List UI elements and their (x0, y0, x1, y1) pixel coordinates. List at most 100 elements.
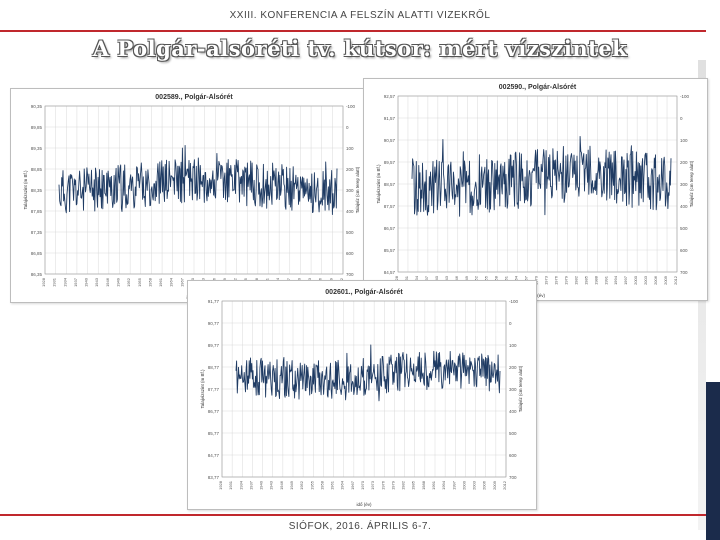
x-tick-label: 1943 (94, 277, 99, 287)
y-tick-label: 87,85 (31, 209, 43, 214)
x-tick-label: 1982 (573, 275, 578, 285)
y2-tick-label: 300 (680, 182, 688, 187)
chart-title: 002601., Polgár-Alsórét (325, 289, 403, 296)
y2-tick-label: 300 (509, 387, 517, 392)
x-tick-label: 1988 (593, 275, 598, 285)
x-tick-label: 1976 (553, 275, 558, 285)
y-tick-label: 88,77 (208, 365, 220, 370)
x-tick-label: 1961 (158, 277, 163, 287)
x-tick-label: 1940 (84, 277, 89, 287)
y-tick-label: 89,77 (208, 343, 220, 348)
y-tick-label: 90,57 (384, 138, 396, 143)
y2-tick-label: 700 (346, 272, 354, 277)
y-axis-label: Talajvízszint (m Bf.) (23, 170, 28, 210)
slide-title: A Polgár-alsóréti tv. kútsor: mért vízsz… (92, 36, 628, 61)
y-tick-label: 88,35 (31, 188, 43, 193)
y-tick-label: 87,35 (31, 230, 43, 235)
y-tick-label: 90,77 (208, 321, 220, 326)
footer-text: SIÓFOK, 2016. ÁPRILIS 6-7. (288, 521, 432, 532)
x-tick-label: 1952 (126, 277, 131, 287)
y2-tick-label: 700 (509, 475, 517, 480)
y-tick-label: 86,77 (208, 409, 220, 414)
y-tick-label: 88,57 (384, 182, 396, 187)
y2-tick-label: -100 (509, 299, 519, 304)
series-line (235, 344, 501, 402)
x-tick-label: 1979 (390, 480, 395, 490)
y2-tick-label: 200 (509, 365, 517, 370)
x-tick-label: 1931 (52, 277, 57, 287)
x-tick-label: 1958 (319, 480, 324, 490)
y2-tick-label: 600 (346, 251, 354, 256)
chart-002601: 002601., Polgár-Alsórét 91,77 90,77 89,77 88… (187, 280, 537, 510)
x-tick-label: 1961 (330, 480, 335, 490)
y-tick-label: 90,35 (31, 104, 43, 109)
x-tick-label: 1952 (299, 480, 304, 490)
y-tick-label: 85,77 (208, 431, 220, 436)
x-tick-label: 2012 (673, 275, 678, 285)
chart-002590-svg: 002590., Polgár-Alsórét 92,57 91,57 90,57 89… (376, 84, 694, 298)
x-axis-label: idő (év) (356, 502, 372, 507)
x-tick-label: 1967 (179, 277, 184, 287)
y2-tick-label: 100 (346, 146, 354, 151)
x-tick-label: 1991 (431, 480, 436, 490)
x-tick-label: 1958 (147, 277, 152, 287)
y2-tick-label: 400 (346, 209, 354, 214)
x-tick-label: 1934 (238, 480, 243, 490)
x-tick-label: 2006 (482, 480, 487, 490)
y2-tick-label: 0 (680, 116, 683, 121)
y-tick-label: 87,57 (384, 204, 396, 209)
x-tick-label: 1937 (248, 480, 253, 490)
y-axis-label: Talajvízszint (m Bf.) (376, 164, 381, 204)
x-tick-label: 1994 (441, 480, 446, 490)
x-axis-label: idő (év) (530, 293, 546, 298)
footer-divider (0, 514, 706, 516)
x-tick-label: 1967 (350, 480, 355, 490)
y-tick-label: 92,57 (384, 94, 396, 99)
y-tick-label: 85,57 (384, 248, 396, 253)
y-tick-label: 86,57 (384, 226, 396, 231)
x-tick-label: 1934 (62, 277, 67, 287)
y-tick-label: 86,85 (31, 251, 43, 256)
x-tick-label: 1955 (137, 277, 142, 287)
y2-tick-label: 400 (509, 409, 517, 414)
x-tick-label: 1949 (116, 277, 121, 287)
y2-tick-label: 200 (346, 167, 354, 172)
chart-title: 002589., Polgár-Alsórét (155, 94, 233, 101)
x-tick-label: 1946 (105, 277, 110, 287)
x-tick-label: 1937 (73, 277, 78, 287)
y-tick-label: 84,77 (208, 453, 220, 458)
x-tick-label: 1940 (259, 480, 264, 490)
y-tick-label: 87,77 (208, 387, 220, 392)
y2-tick-label: 600 (680, 248, 688, 253)
x-tick-label: 1928 (41, 277, 46, 287)
x-tick-label: 1928 (218, 480, 223, 490)
x-tick-label: 1985 (411, 480, 416, 490)
chart-title: 002590., Polgár-Alsórét (499, 84, 577, 91)
header-divider (0, 30, 706, 32)
y2-tick-label: 500 (346, 230, 354, 235)
x-tick-label: 2009 (663, 275, 668, 285)
chart-002589-svg: 002589., Polgár-Alsórét 90,35 89,85 89,35 88… (23, 94, 360, 300)
y2-tick-label: 700 (680, 270, 688, 275)
x-tick-label: 2003 (472, 480, 477, 490)
y2-tick-label: 400 (680, 204, 688, 209)
y2-tick-label: 0 (346, 125, 349, 130)
y-axis-label: Talajvízszint (m Bf.) (200, 369, 205, 409)
x-tick-label: 1982 (401, 480, 406, 490)
x-tick-label: 2012 (502, 480, 507, 490)
x-tick-label: 1949 (289, 480, 294, 490)
x-tick-label: 2000 (461, 480, 466, 490)
x-tick-label: 1931 (228, 480, 233, 490)
chart-002590: 002590., Polgár-Alsórét 92,57 91,57 90,57 89… (363, 78, 708, 301)
y2-axis-label: Talajvíz (cm terep alatt) (518, 365, 523, 412)
y2-tick-label: -100 (346, 104, 356, 109)
x-tick-label: 1976 (380, 480, 385, 490)
x-tick-label: 2003 (643, 275, 648, 285)
plot-area (221, 300, 507, 478)
y2-tick-label: 500 (680, 226, 688, 231)
x-tick-label: 1964 (169, 277, 174, 287)
y-tick-label: 89,35 (31, 146, 43, 151)
x-tick-label: 2000 (633, 275, 638, 285)
y-tick-label: 83,77 (208, 475, 220, 480)
sidebar-accent (706, 382, 720, 540)
